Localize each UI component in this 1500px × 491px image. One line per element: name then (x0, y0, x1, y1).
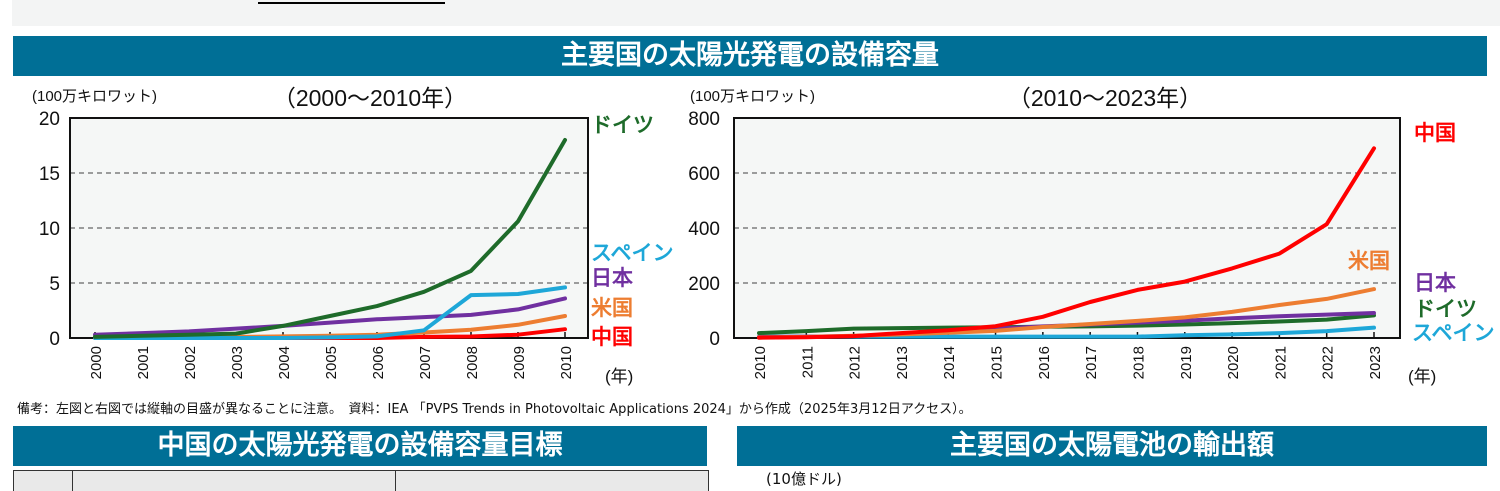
y-tick-label: 20 (39, 109, 60, 130)
series-label: 日本 (1414, 272, 1456, 295)
series-label: スペイン (1412, 322, 1495, 345)
x-tick-label: 2022 (1320, 346, 1337, 379)
series-label: 日本 (591, 267, 633, 290)
x-tick-label: 2007 (417, 346, 434, 379)
y-tick-label: 10 (39, 219, 60, 240)
divider (258, 2, 445, 4)
x-tick-label: 2010 (752, 346, 769, 379)
y-tick-label: 600 (688, 164, 720, 185)
x-tick-label: 2008 (464, 346, 481, 379)
series-label: 米国 (591, 297, 633, 320)
x-tick-label: 2011 (799, 346, 816, 378)
x-tick-label: 2015 (989, 346, 1006, 379)
y-tick-label: 15 (39, 164, 60, 185)
x-tick-label: 2020 (1225, 346, 1242, 379)
target-title: 中国の太陽光発電の設備容量目標 (13, 426, 707, 466)
x-tick-label: 2023 (1367, 346, 1384, 379)
x-tick-label: 2009 (511, 346, 528, 379)
series-label: ドイツ (1414, 298, 1477, 321)
y-tick-label: 200 (688, 274, 720, 295)
series-label: スペイン (591, 242, 674, 265)
series-line-ドイツ (93, 138, 567, 339)
x-tick-label: 2012 (847, 346, 864, 379)
y-tick-label: 0 (49, 329, 60, 350)
x-tick-label: 2021 (1272, 346, 1289, 379)
target-table (13, 470, 709, 491)
source-note: 備考：左図と右図では縦軸の目盛が異なることに注意。 資料：IEA 「PVPS T… (17, 402, 972, 417)
x-tick-label: 2017 (1083, 346, 1100, 379)
export-unit-label: (10億ドル) (766, 470, 842, 488)
x-tick-label: 2000 (88, 346, 105, 379)
series-line-日本 (93, 296, 567, 337)
table-header-cell (14, 471, 73, 491)
y-tick-label: 5 (49, 274, 60, 295)
x-tick-label: 2014 (941, 346, 958, 379)
table-header-cell (396, 471, 708, 491)
y-axis-unit: (100万キロワット) (690, 88, 815, 105)
x-axis-unit: (年) (1408, 367, 1436, 386)
y-tick-label: 800 (688, 109, 720, 130)
x-tick-label: 2016 (1036, 346, 1053, 379)
chart-title: （2010～2023年） (1008, 85, 1202, 111)
x-tick-label: 2001 (135, 346, 152, 379)
plot-area (70, 118, 588, 338)
series-line-スペイン (93, 285, 567, 340)
x-tick-label: 2004 (276, 346, 293, 379)
series-label: ドイツ (591, 114, 654, 137)
x-axis-unit: (年) (605, 367, 633, 386)
x-tick-label: 2013 (894, 346, 911, 379)
top-strip (12, 0, 1500, 26)
y-tick-label: 400 (688, 219, 720, 240)
export-title: 主要国の太陽電池の輸出額 (737, 426, 1487, 466)
series-label: 中国 (1414, 122, 1456, 145)
series-line-中国 (757, 146, 1376, 340)
x-tick-label: 2002 (182, 346, 199, 379)
series-label: 中国 (591, 326, 633, 349)
x-tick-label: 2003 (229, 346, 246, 379)
x-tick-label: 2006 (370, 346, 387, 379)
x-tick-label: 2018 (1130, 346, 1147, 379)
x-tick-label: 2010 (558, 346, 575, 379)
y-axis-unit: (100万キロワット) (32, 88, 157, 105)
y-tick-label: 0 (709, 329, 720, 350)
chart-title: （2000～2010年） (273, 85, 467, 111)
series-label: 米国 (1348, 250, 1390, 273)
main-title: 主要国の太陽光発電の設備容量 (13, 36, 1487, 76)
x-tick-label: 2019 (1178, 346, 1195, 379)
table-header-cell (73, 471, 396, 491)
x-tick-label: 2005 (323, 346, 340, 379)
